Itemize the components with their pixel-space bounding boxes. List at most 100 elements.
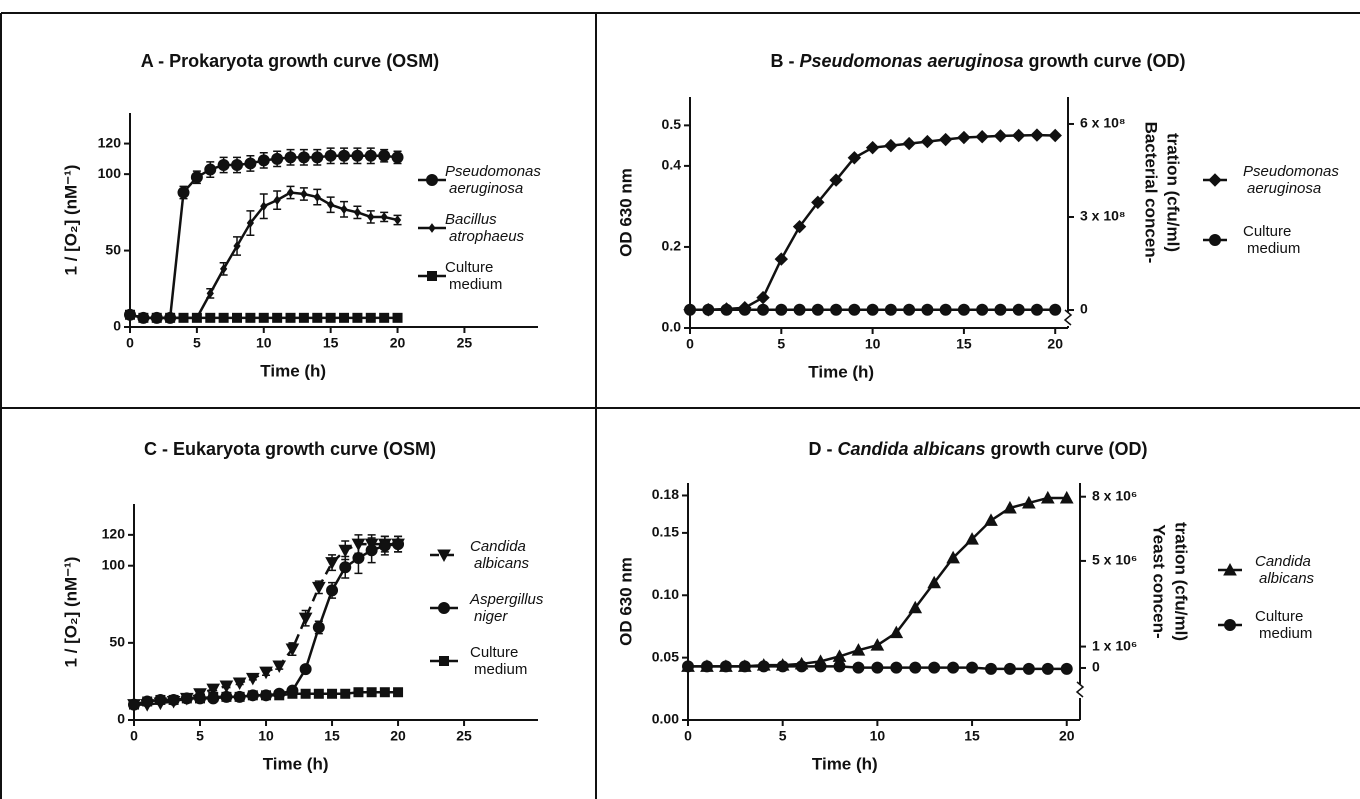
marker bbox=[297, 151, 310, 164]
x-tick-label: 10 bbox=[865, 336, 881, 352]
chart-title: B - Pseudomonas aeruginosa growth curve … bbox=[770, 51, 1185, 71]
marker bbox=[260, 201, 268, 212]
legend-label: Pseudomonas aeruginosa bbox=[1243, 163, 1339, 197]
marker bbox=[438, 602, 450, 614]
marker bbox=[379, 687, 390, 698]
y-axis-label: OD 630 nm bbox=[616, 557, 635, 646]
marker bbox=[393, 215, 402, 225]
legend-label: Candida albicans bbox=[470, 538, 530, 572]
marker bbox=[155, 694, 166, 705]
marker bbox=[946, 550, 960, 564]
y-tick-label: 0.0 bbox=[662, 319, 682, 335]
marker bbox=[311, 151, 324, 164]
marker bbox=[1030, 128, 1044, 142]
marker bbox=[1011, 128, 1026, 143]
marker bbox=[287, 688, 298, 699]
title-part: B - bbox=[770, 51, 799, 71]
marker bbox=[738, 660, 751, 673]
marker bbox=[300, 189, 308, 199]
title-part: growth curve (OD) bbox=[1024, 51, 1186, 71]
y-axis-label: 1 / [O₂] (nM⁻¹) bbox=[61, 165, 80, 276]
marker bbox=[338, 149, 351, 162]
x-tick-label: 5 bbox=[193, 335, 201, 351]
legend-line: Candida bbox=[1255, 553, 1311, 570]
marker bbox=[833, 660, 846, 673]
y2-tick-label: 1 x 10⁶ bbox=[1092, 637, 1137, 653]
marker bbox=[811, 195, 825, 210]
x-tick-label: 20 bbox=[1059, 728, 1075, 744]
x-tick-label: 15 bbox=[964, 728, 980, 744]
marker bbox=[921, 303, 934, 316]
y-tick-label: 0.2 bbox=[662, 238, 682, 254]
marker bbox=[351, 149, 364, 162]
marker bbox=[353, 207, 362, 218]
marker bbox=[327, 199, 335, 210]
marker bbox=[1040, 490, 1055, 504]
marker bbox=[364, 149, 377, 162]
marker bbox=[847, 151, 862, 165]
x-tick-label: 5 bbox=[196, 728, 204, 744]
x-tick-label: 20 bbox=[390, 335, 406, 351]
y2-axis-label: tration (cfu/ml) bbox=[1172, 522, 1191, 641]
marker bbox=[353, 687, 364, 698]
y-tick-label: 50 bbox=[105, 241, 121, 257]
marker bbox=[206, 288, 214, 299]
x-axis-label: Time (h) bbox=[260, 361, 326, 380]
y-tick-label: 0.10 bbox=[652, 586, 679, 602]
x-tick-label: 0 bbox=[126, 335, 134, 351]
marker bbox=[792, 219, 807, 234]
chart-title: A - Prokaryota growth curve (OSM) bbox=[141, 51, 439, 71]
marker bbox=[702, 303, 715, 316]
x-axis-label: Time (h) bbox=[812, 754, 878, 773]
marker bbox=[682, 660, 694, 673]
chart-title: C - Eukaryota growth curve (OSM) bbox=[144, 439, 436, 459]
y-tick-label: 0.00 bbox=[652, 711, 679, 727]
marker bbox=[426, 174, 438, 186]
marker bbox=[920, 134, 935, 149]
marker bbox=[1022, 662, 1035, 675]
x-tick-label: 0 bbox=[684, 728, 692, 744]
legend-line: Bacillus bbox=[445, 211, 497, 228]
marker bbox=[325, 557, 339, 570]
y-tick-label: 120 bbox=[98, 134, 122, 150]
marker bbox=[684, 303, 696, 316]
y-tick-label: 120 bbox=[102, 526, 126, 542]
x-tick-label: 15 bbox=[956, 336, 972, 352]
marker bbox=[327, 688, 338, 699]
legend-line: albicans bbox=[1259, 570, 1315, 587]
marker bbox=[889, 625, 904, 639]
marker bbox=[884, 303, 897, 316]
marker bbox=[218, 312, 229, 323]
legend-line: Culture bbox=[1243, 223, 1291, 240]
legend-label: Culture medium bbox=[470, 644, 527, 678]
legend-line: atrophaeus bbox=[449, 228, 525, 245]
marker bbox=[326, 584, 339, 597]
marker bbox=[177, 186, 190, 199]
marker bbox=[284, 151, 297, 164]
marker bbox=[247, 690, 258, 701]
marker bbox=[168, 694, 179, 705]
marker bbox=[939, 303, 952, 316]
marker bbox=[720, 303, 733, 316]
marker bbox=[312, 312, 323, 323]
marker bbox=[217, 158, 230, 171]
marker bbox=[909, 661, 922, 674]
marker bbox=[312, 621, 325, 634]
marker bbox=[125, 309, 135, 320]
marker bbox=[1224, 619, 1236, 631]
title-part: Candida albicans bbox=[837, 439, 985, 459]
marker bbox=[392, 538, 405, 551]
legend-line: medium bbox=[1259, 625, 1312, 642]
marker bbox=[325, 312, 336, 323]
marker bbox=[757, 303, 770, 316]
x-tick-label: 5 bbox=[777, 336, 785, 352]
marker bbox=[866, 303, 879, 316]
marker bbox=[966, 661, 979, 674]
marker bbox=[232, 677, 247, 691]
marker bbox=[938, 132, 953, 147]
y-tick-label: 50 bbox=[109, 634, 125, 650]
marker bbox=[908, 600, 923, 614]
legend-line: medium bbox=[449, 276, 502, 293]
marker bbox=[1030, 303, 1043, 316]
